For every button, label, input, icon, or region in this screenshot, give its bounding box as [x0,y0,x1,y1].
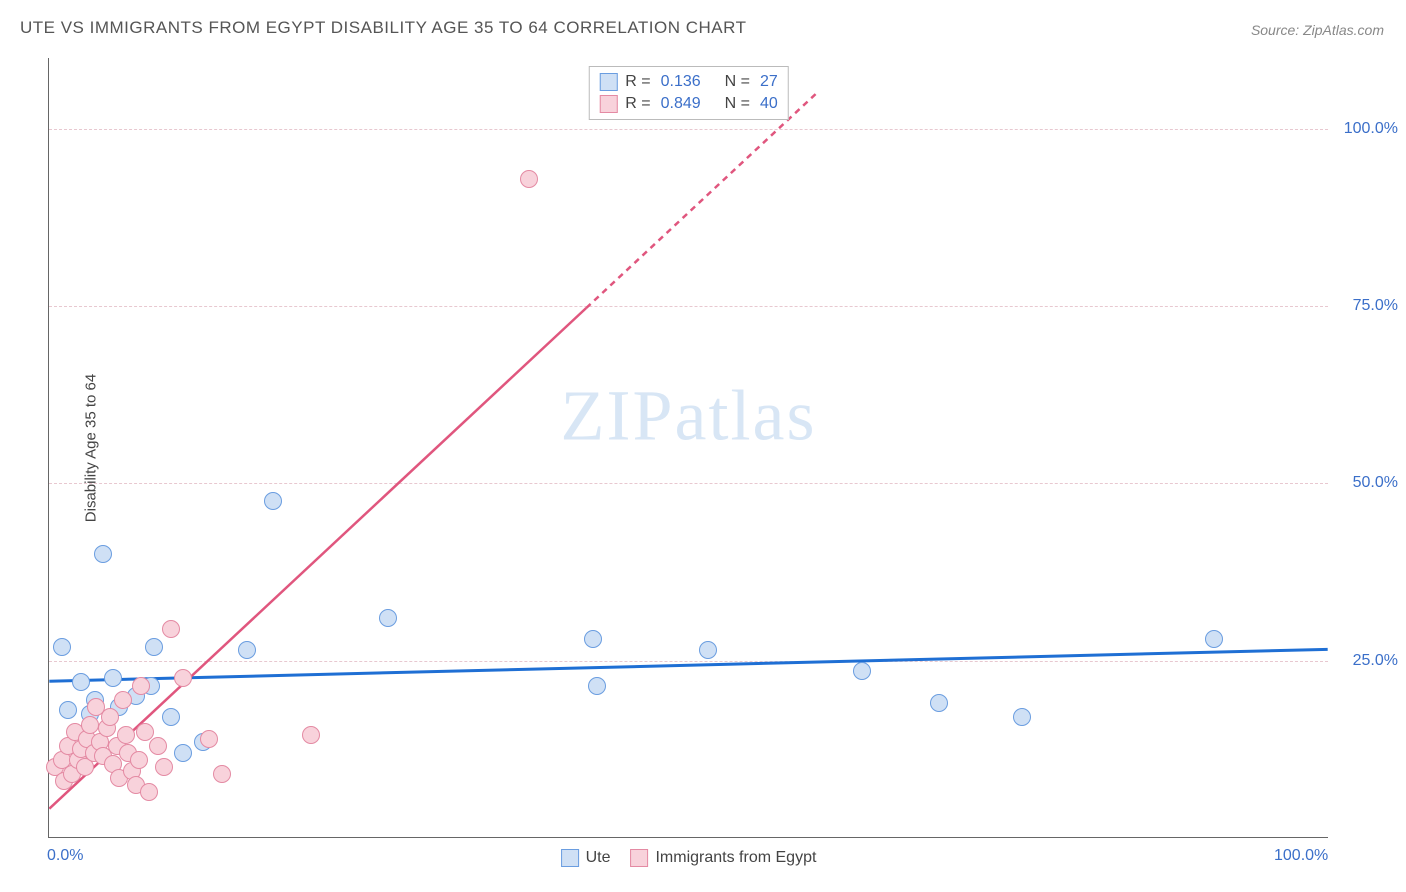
watermark: ZIPatlas [561,375,817,458]
legend-item: Immigrants from Egypt [630,849,816,867]
legend-swatch [599,73,617,91]
data-point [379,609,397,627]
plot-area: Disability Age 35 to 64 ZIPatlas R = 0.1… [48,58,1328,838]
data-point [699,641,717,659]
legend-stats: R = 0.136 N = 27 R = 0.849 N = 40 [588,66,788,120]
data-point [114,691,132,709]
data-point [94,545,112,563]
gridline [49,306,1328,307]
data-point [132,677,150,695]
data-point [588,677,606,695]
n-label: N = [725,73,750,91]
y-tick-label: 50.0% [1338,474,1398,492]
gridline [49,483,1328,484]
r-label: R = [625,73,650,91]
legend-swatch [599,95,617,113]
y-tick-label: 100.0% [1338,120,1398,138]
x-tick-label: 0.0% [47,847,83,865]
legend-label: Ute [586,849,611,867]
chart-title: UTE VS IMMIGRANTS FROM EGYPT DISABILITY … [20,18,747,38]
data-point [853,662,871,680]
data-point [302,726,320,744]
data-point [264,492,282,510]
data-point [174,744,192,762]
legend-swatch [561,849,579,867]
data-point [162,620,180,638]
legend-stat-row: R = 0.849 N = 40 [599,93,777,115]
data-point [53,638,71,656]
y-axis-label: Disability Age 35 to 64 [83,373,100,521]
data-point [930,694,948,712]
gridline [49,129,1328,130]
gridline [49,661,1328,662]
y-tick-label: 25.0% [1338,652,1398,670]
data-point [1205,630,1223,648]
data-point [520,170,538,188]
y-tick-label: 75.0% [1338,297,1398,315]
r-value: 0.849 [661,95,711,113]
legend-series: Ute Immigrants from Egypt [561,849,817,867]
n-label: N = [725,95,750,113]
x-tick-label: 100.0% [1274,847,1328,865]
data-point [155,758,173,776]
data-point [162,708,180,726]
legend-label: Immigrants from Egypt [655,849,816,867]
trend-lines [49,58,1328,837]
legend-swatch [630,849,648,867]
data-point [130,751,148,769]
data-point [584,630,602,648]
data-point [140,783,158,801]
data-point [101,708,119,726]
legend-item: Ute [561,849,611,867]
n-value: 40 [760,95,778,113]
data-point [1013,708,1031,726]
data-point [117,726,135,744]
source-label: Source: ZipAtlas.com [1251,22,1384,38]
data-point [145,638,163,656]
data-point [200,730,218,748]
data-point [81,716,99,734]
n-value: 27 [760,73,778,91]
data-point [72,673,90,691]
data-point [238,641,256,659]
data-point [59,701,77,719]
r-label: R = [625,95,650,113]
data-point [104,669,122,687]
watermark-zip: ZIP [561,376,675,456]
data-point [149,737,167,755]
watermark-atlas: atlas [675,376,817,456]
r-value: 0.136 [661,73,711,91]
data-point [213,765,231,783]
legend-stat-row: R = 0.136 N = 27 [599,71,777,93]
data-point [174,669,192,687]
